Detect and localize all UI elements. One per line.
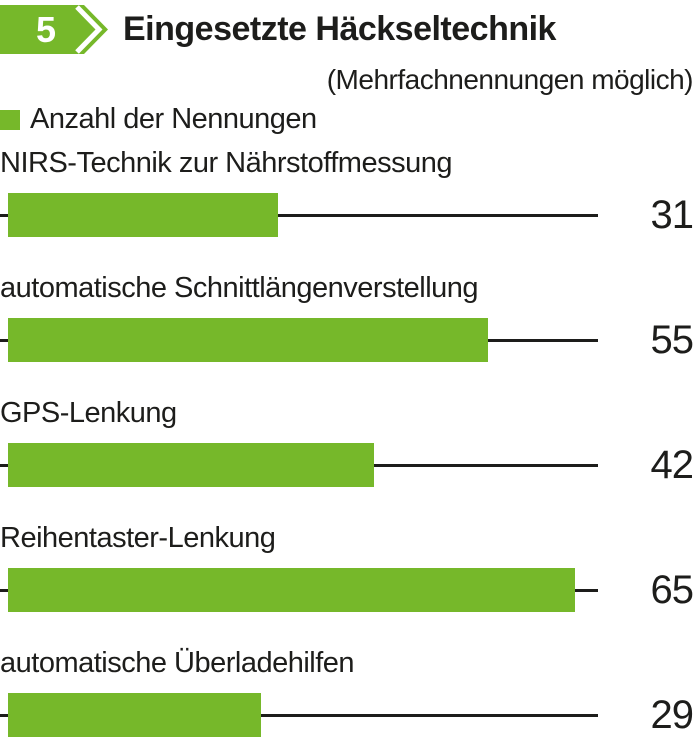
category-label: GPS-Lenkung: [0, 397, 177, 429]
bar: [8, 318, 488, 362]
bar: [8, 443, 375, 487]
bar: [8, 193, 279, 237]
bar-row: 42: [0, 443, 693, 487]
figure-number-badge: 5: [0, 5, 108, 54]
badge-chevron-notch: [75, 5, 103, 54]
bar-row: 55: [0, 318, 693, 362]
bar-row: 65: [0, 568, 693, 612]
category-label: automatische Schnittlängenverstellung: [0, 272, 479, 304]
header: 5 Eingesetzte Häckseltechnik: [0, 0, 693, 54]
category-label: Reihentaster-Lenkung: [0, 522, 276, 554]
axis-line: [0, 713, 598, 717]
chart-row: NIRS-Technik zur Nährstoffmessung 31: [0, 146, 693, 271]
bar-row: 31: [0, 193, 693, 237]
chart-row: Reihentaster-Lenkung 65: [0, 521, 693, 646]
legend-swatch-icon: [0, 109, 20, 130]
bar: [8, 693, 261, 737]
chart-row: GPS-Lenkung 42: [0, 396, 693, 521]
chart-row: automatische Überladehilfen 29: [0, 646, 693, 743]
chart-row: automatische Schnittlängenverstellung 55: [0, 271, 693, 396]
page-title: Eingesetzte Häckseltechnik: [123, 10, 556, 48]
value-label: 31: [650, 193, 693, 237]
badge-arrow-shape: [0, 5, 108, 54]
badge-number: 5: [36, 9, 56, 50]
bar-track: [0, 693, 598, 737]
bar-row: 29: [0, 693, 693, 737]
bar: [8, 568, 575, 612]
value-label: 42: [650, 443, 693, 487]
value-label: 65: [650, 568, 693, 612]
bar-track: [0, 568, 598, 612]
value-label: 29: [650, 693, 693, 737]
legend: Anzahl der Nennungen: [0, 105, 693, 134]
bar-track: [0, 443, 598, 487]
category-label: automatische Überladehilfen: [0, 647, 355, 679]
axis-line: [0, 213, 598, 217]
category-label: NIRS-Technik zur Nährstoffmessung: [0, 147, 452, 179]
bar-track: [0, 318, 598, 362]
chart-subtitle: (Mehrfachnennungen möglich): [326, 64, 693, 95]
bar-track: [0, 193, 598, 237]
value-label: 55: [650, 318, 693, 362]
legend-label: Anzahl der Nennungen: [30, 103, 317, 135]
bar-chart: NIRS-Technik zur Nährstoffmessung 31 aut…: [0, 146, 693, 743]
